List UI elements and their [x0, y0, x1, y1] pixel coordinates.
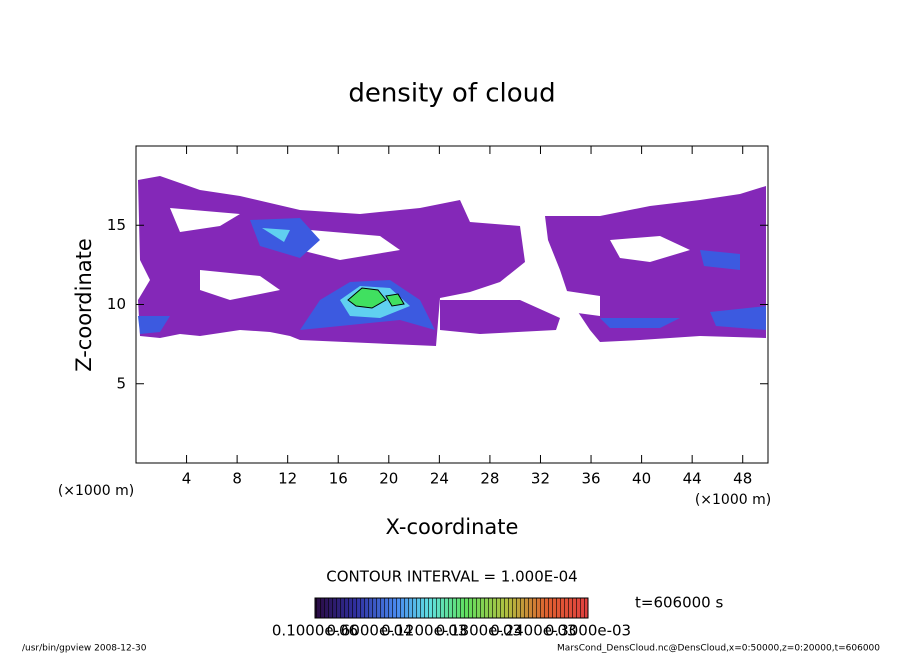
x-tick-label: 20 — [379, 470, 398, 488]
colorbar-label: 0.2400e-03 — [490, 622, 576, 640]
x-tick-label: 24 — [430, 470, 449, 488]
x-unit: (×1000 m) — [695, 492, 771, 508]
y-tick-label: 10 — [107, 295, 126, 313]
x-tick-label: 40 — [632, 470, 651, 488]
x-unit-left: (×1000 m) — [58, 483, 134, 499]
footer-right: MarsCond_DensCloud.nc@DensCloud,x=0:5000… — [557, 644, 880, 654]
colorbar-label: 0.1000e-06 — [272, 622, 358, 640]
footer-left: /usr/bin/gpview 2008-12-30 — [22, 644, 147, 654]
y-axis-title: Z-coordinate — [72, 238, 96, 372]
contour-interval: CONTOUR INTERVAL = 1.000E-04 — [326, 568, 577, 586]
cloud-region — [560, 236, 690, 316]
x-tick-label: 8 — [232, 470, 242, 488]
x-tick-label: 16 — [329, 470, 348, 488]
colorbar-label: 0.1200e-03 — [381, 622, 467, 640]
x-tick-label: 36 — [581, 470, 600, 488]
chart-title: density of cloud — [348, 79, 555, 109]
cloud-region — [347, 287, 405, 309]
x-tick-label: 4 — [182, 470, 192, 488]
x-tick-label: 48 — [733, 470, 752, 488]
x-axis-title: X-coordinate — [386, 515, 519, 539]
colorbar-label: 0.1800e-03 — [436, 622, 522, 640]
x-tick-label: 12 — [278, 470, 297, 488]
time-label: t=606000 s — [635, 594, 723, 612]
x-tick-label: 44 — [683, 470, 702, 488]
cloud-region — [440, 300, 560, 334]
cloud-field — [138, 176, 766, 346]
cloud-region — [170, 208, 400, 300]
colorbar-label: 0.3000e-03 — [545, 622, 631, 640]
x-tick-label: 28 — [480, 470, 499, 488]
cloud-region — [138, 176, 525, 346]
cloud-region — [138, 218, 766, 334]
cloud-region — [545, 186, 766, 342]
y-tick-label: 5 — [116, 374, 126, 392]
colorbar-stripes — [315, 598, 588, 618]
x-tick-label: 32 — [531, 470, 550, 488]
colorbar-label: 0.6000e-04 — [326, 622, 412, 640]
y-tick-label: 15 — [107, 216, 126, 234]
